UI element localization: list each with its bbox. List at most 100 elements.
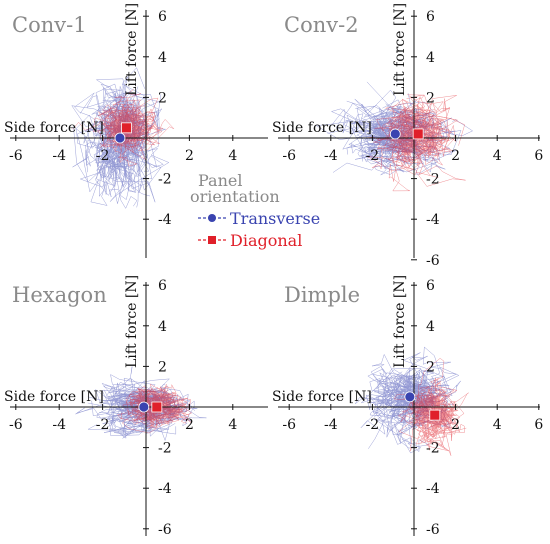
y-tick-label: 4 [426,50,435,66]
mean-marker-diagonal [151,401,163,413]
x-tick-label: -2 [366,417,380,433]
legend-diagonal-marker [208,236,216,244]
trajectory-path [386,108,435,139]
x-axis-label: Side force [N] [272,120,372,136]
x-tick-label: 6 [534,148,543,164]
legend-title-line2: orientation [190,187,280,206]
trajectory-path [116,117,147,161]
y-tick-label: 4 [158,50,167,66]
x-tick-label: 4 [228,417,237,433]
trajectory-path [375,375,448,412]
trajectory-path [354,371,410,413]
trajectory-path [106,83,147,188]
x-tick-label: -2 [96,417,110,433]
legend-diagonal-label: Diagonal [230,231,302,250]
x-tick-label: -2 [96,148,110,164]
x-tick-label: 6 [534,417,543,433]
x-tick-label: -6 [9,148,23,164]
trajectory-path [125,394,152,413]
trajectory-path [150,402,188,429]
panel-title: Hexagon [12,283,107,307]
trajectory-path [397,95,433,148]
x-tick-label: 4 [228,148,237,164]
x-tick-label: -6 [9,417,23,433]
trajectory-path [394,101,450,139]
trajectory-path [151,388,180,417]
x-axis-label: Side force [N] [4,120,104,136]
x-tick-label: 2 [185,148,194,164]
trajectory-path [426,388,454,439]
trajectory-path [422,346,453,397]
y-tick-label: -6 [426,253,440,269]
legend-title-line1: Panel [198,171,242,190]
trajectory-path [423,410,452,437]
y-tick-label: -2 [426,172,440,188]
y-tick-label: -6 [426,522,440,538]
trajectory-path [96,84,160,186]
trajectory-path [357,138,421,168]
panel-dimple: -6 -4 -2 2 4 6 6 4 2 -2 -4 -6 Side force [N] Lift for… [272,275,543,538]
trajectory-path [389,371,435,403]
legend: Panel orientation Transverse Diagonal [190,171,320,250]
trajectory-path [360,150,397,176]
x-tick-label: 4 [493,148,502,164]
mean-marker-diagonal [412,128,424,140]
y-tick-label: -4 [158,212,172,228]
y-tick-label: -6 [158,522,172,538]
x-tick-label: 2 [185,417,194,433]
x-tick-label: -4 [52,417,66,433]
trajectory-path [363,139,420,167]
trajectory-path [409,427,445,452]
panel-title: Dimple [284,283,360,307]
trajectory-path [430,385,458,440]
y-tick-label: 6 [426,9,435,25]
trajectory-cloud-transverse [71,67,170,209]
trajectory-path [131,399,173,425]
trajectory-path [402,94,457,156]
trajectory-path [400,107,432,148]
x-tick-label: 4 [493,417,502,433]
mean-marker-diagonal [121,122,132,134]
trajectory-path [315,108,383,140]
trajectory-path [123,405,176,435]
trajectory-path [97,109,131,131]
trajectory-path [100,134,139,158]
x-tick-label: -2 [366,148,380,164]
trajectory-path [422,422,453,452]
mean-marker-transverse [138,401,150,413]
legend-transverse-label: Transverse [230,209,320,228]
trajectory-path [117,385,174,420]
trajectory-path [95,93,133,178]
trajectory-path [397,407,432,426]
y-tick-label: -2 [426,441,440,457]
y-axis-label: Lift force [N] [124,275,140,368]
trajectory-path [436,392,469,412]
x-tick-label: -4 [324,148,338,164]
y-axis-label: Lift force [N] [392,3,408,96]
trajectory-path [376,99,415,132]
y-tick-label: 6 [158,9,167,25]
y-tick-label: 2 [158,90,167,106]
trajectory-path [388,401,422,454]
trajectory-path [434,397,456,434]
x-tick-label: 2 [451,417,460,433]
y-tick-label: 6 [426,278,435,294]
trajectory-path [99,147,156,203]
trajectory-path [92,112,142,140]
trajectory-path [327,120,390,158]
trajectory-path [367,368,423,414]
trajectory-path [370,353,427,397]
y-tick-label: 2 [158,359,167,375]
trajectory-path [395,352,432,417]
y-axis-label: Lift force [N] [124,3,140,96]
y-tick-label: 6 [158,278,167,294]
trajectory-path [361,117,431,156]
y-axis-label: Lift force [N] [392,275,408,368]
y-tick-label: 4 [426,319,435,335]
y-tick-label: -4 [158,481,172,497]
y-tick-label: -2 [158,441,172,457]
trajectory-path [354,93,438,173]
x-tick-label: -4 [52,148,66,164]
mean-marker-transverse [114,132,126,144]
